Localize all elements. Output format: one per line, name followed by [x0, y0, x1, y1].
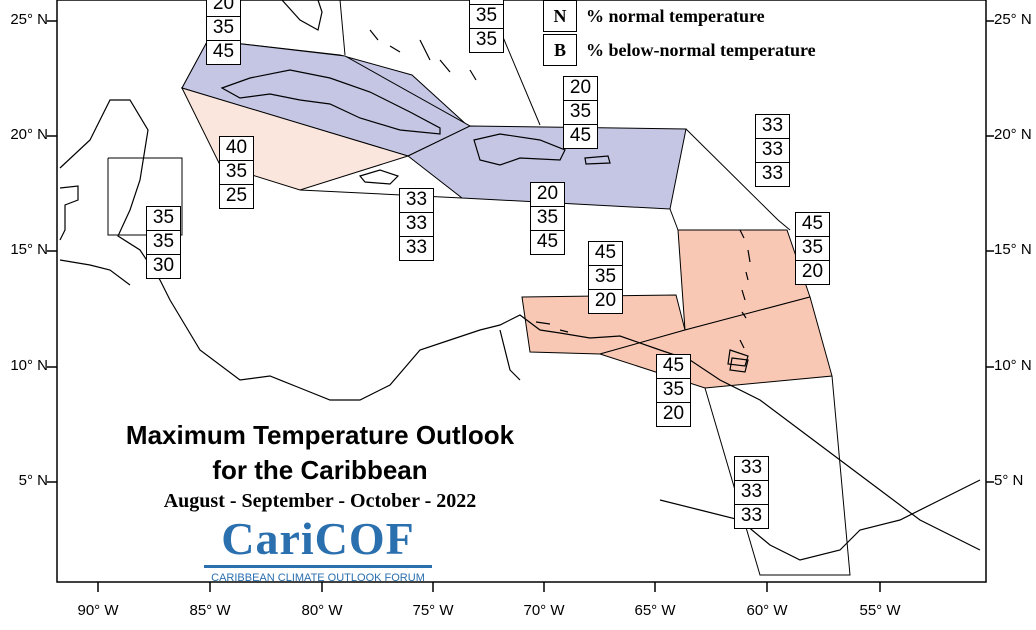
lat-label-25n-right: 25° N: [994, 11, 1032, 28]
prob-normal: 35: [220, 160, 253, 184]
prob-box-leewards: 45 35 20: [795, 212, 830, 285]
legend-label-below: % below-normal temperature: [586, 39, 816, 60]
lat-label-15n-left: 15° N: [10, 241, 48, 258]
prob-normal: 35: [470, 4, 503, 28]
prob-normal: 35: [589, 265, 622, 289]
prob-below: 30: [147, 254, 180, 278]
map-title-line1: Maximum Temperature Outlook: [125, 420, 515, 450]
prob-normal: 35: [657, 378, 690, 402]
prob-below: 20: [796, 260, 829, 284]
prob-normal: 33: [400, 212, 433, 236]
prob-box-cuba-band: 20 35 45: [563, 76, 598, 149]
prob-box-cayman: 40 35 25: [219, 136, 254, 209]
map-frame: [56, 0, 987, 583]
prob-below: 35: [470, 28, 503, 52]
prob-above: 33: [761, 115, 784, 136]
prob-normal: 35: [147, 230, 180, 254]
coastlines: [59, 0, 981, 561]
lon-label-60w: 60° W: [746, 602, 788, 619]
lon-label-70w: 70° W: [523, 602, 565, 619]
prob-box-belize: 35 35 30: [146, 206, 181, 279]
lon-label-85w: 85° W: [189, 602, 231, 619]
prob-box-guianas: 33 33 33: [734, 456, 769, 529]
prob-below: 33: [400, 236, 433, 260]
legend-key-normal: N: [543, 0, 577, 32]
lat-label-15n-right: 15° N: [994, 241, 1032, 258]
logo-wordmark: CariCOF: [221, 513, 415, 564]
prob-above: 35: [152, 207, 175, 228]
prob-box-hispaniola: 20 35 45: [530, 182, 565, 255]
lon-label-80w: 80° W: [301, 602, 343, 619]
prob-box-jamaica: 33 33 33: [399, 188, 434, 261]
caricof-logo: CariCOF CARIBBEAN CLIMATE OUTLOOK FORUM: [200, 512, 436, 584]
prob-below: 33: [735, 504, 768, 528]
lat-label-20n-left: 20° N: [10, 126, 48, 143]
prob-normal: 33: [756, 138, 789, 162]
legend-below: B % below-normal temperature: [543, 34, 816, 66]
prob-above: 45: [801, 213, 824, 234]
prob-above: 33: [740, 457, 763, 478]
lat-label-5n-left: 5° N: [18, 472, 48, 489]
map-subtitle: August - September - October - 2022: [163, 490, 477, 512]
lat-label-5n-right: 5° N: [994, 472, 1024, 489]
prob-normal: 35: [207, 16, 240, 40]
logo-tagline: CARIBBEAN CLIMATE OUTLOOK FORUM: [211, 572, 425, 584]
lat-ticks: [47, 20, 994, 483]
lon-label-90w: 90° W: [77, 602, 119, 619]
prob-above: 33: [405, 189, 428, 210]
prob-below: 45: [531, 230, 564, 254]
prob-box-eastern-north: 33 33 33: [755, 114, 790, 187]
prob-above: 20: [536, 183, 559, 204]
lat-label-20n-right: 20° N: [994, 126, 1032, 143]
lon-ticks: [97, 582, 881, 592]
lat-label-10n-right: 10° N: [994, 357, 1032, 374]
prob-above: 45: [662, 355, 685, 376]
lon-label-55w: 55° W: [859, 602, 901, 619]
prob-above: 45: [594, 242, 617, 263]
prob-below: 45: [564, 124, 597, 148]
lat-label-25n-left: 25° N: [10, 11, 48, 28]
prob-above: 20: [212, 0, 235, 14]
prob-box-bahamas-north: 20 35 45: [206, 0, 241, 65]
prob-normal: 33: [735, 480, 768, 504]
legend-label-normal: % normal temperature: [586, 5, 765, 26]
prob-below: 45: [207, 40, 240, 64]
prob-above: 40: [225, 137, 248, 158]
prob-normal: 35: [564, 100, 597, 124]
region-outlines: [107, 0, 851, 576]
logo-rule: [204, 565, 432, 568]
prob-box-trinidad: 45 35 20: [656, 354, 691, 427]
prob-below: 25: [220, 184, 253, 208]
lon-label-75w: 75° W: [412, 602, 454, 619]
lat-label-10n-left: 10° N: [10, 357, 48, 374]
prob-box-south-carib: 45 35 20: [588, 241, 623, 314]
legend-key-below: B: [543, 34, 577, 66]
prob-normal: 35: [531, 206, 564, 230]
prob-below: 20: [657, 402, 690, 426]
prob-box-bahamas-east: 35 35: [469, 0, 504, 53]
region-hispaniola: [407, 125, 687, 210]
prob-above: 20: [569, 77, 592, 98]
prob-below: 33: [756, 162, 789, 186]
lon-label-65w: 65° W: [634, 602, 676, 619]
map-title-line2: for the Caribbean: [212, 455, 428, 485]
legend-normal: N % normal temperature: [543, 0, 765, 32]
prob-normal: 35: [796, 236, 829, 260]
prob-below: 20: [589, 289, 622, 313]
